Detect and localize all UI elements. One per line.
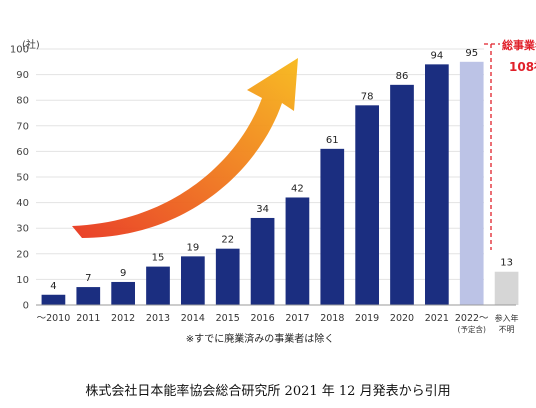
bar <box>320 148 345 305</box>
x-tick-sublabel: 不明 <box>499 325 515 334</box>
data-label: 9 <box>120 268 126 279</box>
bar <box>41 294 66 305</box>
y-tick-label: 80 <box>16 96 29 107</box>
y-tick-label: 40 <box>16 198 29 209</box>
y-tick-label: 10 <box>16 275 29 286</box>
data-label: 19 <box>186 242 199 253</box>
bar <box>111 281 135 305</box>
x-tick-label: 参入年 <box>495 313 519 323</box>
data-label: 95 <box>465 48 478 59</box>
x-tick-label: 2019 <box>355 313 379 324</box>
y-tick-label: 20 <box>16 249 29 260</box>
bar <box>285 197 310 305</box>
bar <box>250 217 275 305</box>
x-tick-label: 2016 <box>250 313 274 324</box>
x-tick-label: ～2010 <box>37 313 71 324</box>
x-tick-label: 2018 <box>320 313 344 324</box>
data-label: 61 <box>326 135 339 146</box>
x-tick-label: 2011 <box>76 313 100 324</box>
bar <box>181 256 205 305</box>
bar-chart: 0 10 20 30 40 50 60 70 80 90 100 (社) 4 7 9 15 19 22 34 42… <box>10 38 536 345</box>
data-label: 13 <box>500 258 513 269</box>
data-label: 34 <box>256 204 269 215</box>
x-tick-label: 2020 <box>390 313 414 324</box>
bar <box>459 61 484 305</box>
data-label: 22 <box>221 235 234 246</box>
data-label: 94 <box>430 50 443 61</box>
bar <box>355 105 379 305</box>
data-labels: 4 7 9 15 19 22 34 42 61 78 86 94 95 13 <box>50 48 513 292</box>
x-tick-label: 2012 <box>111 313 135 324</box>
y-axis-unit-label: (社) <box>22 38 40 51</box>
y-tick-label: 50 <box>16 173 29 184</box>
data-label: 86 <box>396 71 409 82</box>
total-callout-title: 総事業者数 <box>502 38 536 52</box>
x-tick-label: 2017 <box>285 313 309 324</box>
data-label: 78 <box>361 91 374 102</box>
y-tick-label: 100 <box>10 45 29 56</box>
x-tick-label: 2013 <box>146 313 170 324</box>
data-label: 42 <box>291 183 304 194</box>
bar <box>425 64 449 305</box>
x-tick-label: 2014 <box>181 313 205 324</box>
chart-footnote: ※すでに廃業済みの事業者は除く <box>186 332 334 345</box>
bars <box>41 61 519 305</box>
bar <box>390 84 414 305</box>
y-axis-ticks: 0 10 20 30 40 50 60 70 80 90 100 <box>10 45 29 312</box>
data-label: 7 <box>85 273 91 284</box>
x-axis-ticks: ～2010 2011 2012 2013 2014 2015 2016 2017 2018 201… <box>37 313 519 334</box>
x-tick-label: 2015 <box>216 313 240 324</box>
bar <box>76 287 101 305</box>
x-tick-label: 2021 <box>425 313 449 324</box>
bar <box>215 248 240 305</box>
y-tick-label: 90 <box>16 70 29 81</box>
y-tick-label: 0 <box>23 301 29 312</box>
data-label: 4 <box>50 281 56 292</box>
bar <box>146 266 170 305</box>
bar <box>494 271 519 305</box>
total-callout-count: 108社 <box>509 59 536 74</box>
x-tick-sublabel: (予定含) <box>458 324 486 334</box>
data-label: 15 <box>152 253 165 264</box>
y-tick-label: 30 <box>16 224 29 235</box>
y-tick-label: 70 <box>16 121 29 132</box>
x-tick-label: 2022～ <box>455 313 489 324</box>
growth-arrow-icon <box>72 58 298 238</box>
y-tick-label: 60 <box>16 147 29 158</box>
source-caption: 株式会社日本能率協会総合研究所 2021 年 12 月発表から引用 <box>85 384 451 399</box>
